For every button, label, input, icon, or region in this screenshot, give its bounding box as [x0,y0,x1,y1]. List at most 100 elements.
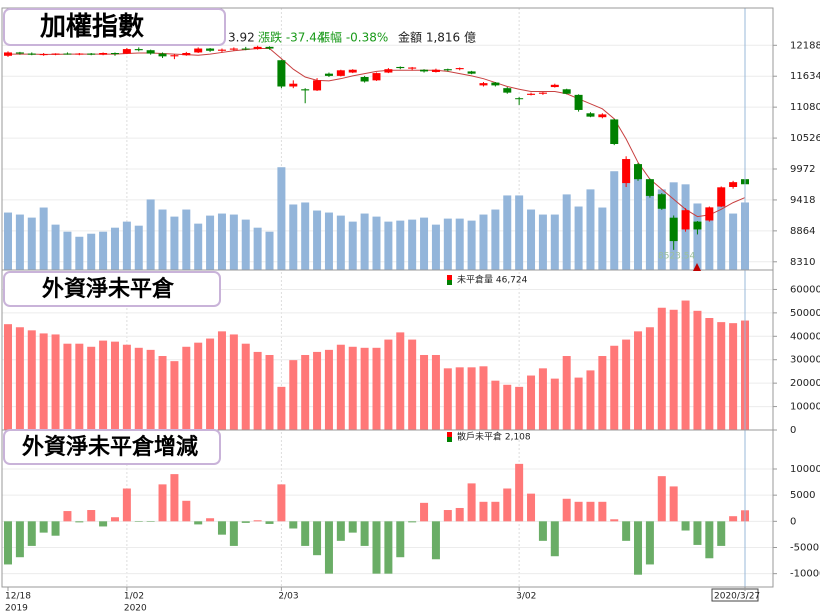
bar [27,521,36,546]
candle-body [538,92,547,94]
bar [693,521,702,545]
volume-bar [15,214,24,270]
volume-bar [206,215,215,270]
volume-bar [372,216,381,270]
candle-body [87,53,96,55]
y-tick-label: -10000 [790,569,820,580]
bar [134,347,143,430]
candle-body [610,119,619,144]
y-tick-label: 0 [790,516,796,527]
panel-title: 外資淨未平倉增減 [22,434,198,460]
candle-body [634,164,643,180]
bar [705,521,714,559]
candle-body [527,93,536,95]
bar [420,354,429,430]
legend-text: 未平倉量 46,724 [457,274,528,286]
volume-bar [146,199,155,270]
y-tick-label: 5000 [790,490,815,501]
bar [408,339,417,430]
candle-body [360,77,369,82]
volume-bar [645,184,654,270]
bar [99,340,108,430]
candle-body [669,217,678,242]
candle-body [122,49,131,54]
volume-bar [693,203,702,270]
candle-body [265,46,274,49]
candle-body [562,89,571,94]
bar [586,501,595,522]
volume-bar [717,202,726,270]
bar [622,339,631,430]
bar [110,341,119,430]
bar [717,322,726,430]
candle-body [313,80,322,91]
bar [313,351,322,430]
bar [15,327,24,430]
volume-bar [289,204,298,270]
legend-icon [447,280,452,285]
y-tick-label: 60000 [790,284,820,295]
volume-bar [705,213,714,270]
bar [229,334,238,430]
candle-body [336,70,345,76]
bar [515,463,524,522]
volume-bar [63,231,72,270]
candle-body [15,52,24,54]
bar [396,521,405,558]
candle-body [63,53,72,55]
bar [289,521,298,529]
candle-body [253,46,262,50]
bar [408,521,417,523]
bar [206,338,215,430]
bar [182,346,191,430]
cursor-date-box [711,588,759,602]
bar [146,521,155,522]
candle-body [348,69,357,73]
bar [229,521,238,546]
title-box [3,271,221,307]
candle-body [455,68,464,70]
bar [360,521,369,546]
y-tick-label: 20000 [790,378,820,389]
bar [348,346,357,430]
candle-body [431,69,440,72]
legend-icon [447,437,452,442]
volume-bar [110,227,119,270]
volume-bar [39,207,48,270]
bar [634,331,643,430]
volume-bar [384,221,393,270]
volume-bar [610,171,619,270]
bar [729,323,738,430]
bar [122,488,131,522]
bar [99,521,108,527]
y-tick-label: 30000 [790,355,820,366]
volume-bar [598,207,607,270]
bar [217,521,226,535]
bar [396,332,405,430]
volume-bar [634,171,643,270]
candle-body [408,67,417,69]
candle-body [503,88,512,93]
volume-bar [562,194,571,270]
candle-body [110,52,119,55]
volume-bar [503,195,512,270]
x-tick-label: 2020/3/27 [714,592,760,602]
volume-bar [729,213,738,270]
candle-body [158,53,167,57]
volume-bar [324,212,333,270]
bar [87,346,96,430]
bar [729,516,738,522]
bar [562,498,571,522]
bar [51,521,60,536]
candle-body [277,60,286,87]
bar [301,521,310,546]
bar [431,521,440,560]
bar [384,339,393,430]
candle-body [729,182,738,187]
panel-title: 外資淨未平倉 [42,276,175,302]
bar [360,347,369,430]
candle-body [622,159,631,184]
bar [27,330,36,430]
bar [372,521,381,574]
candle-body [170,55,179,57]
